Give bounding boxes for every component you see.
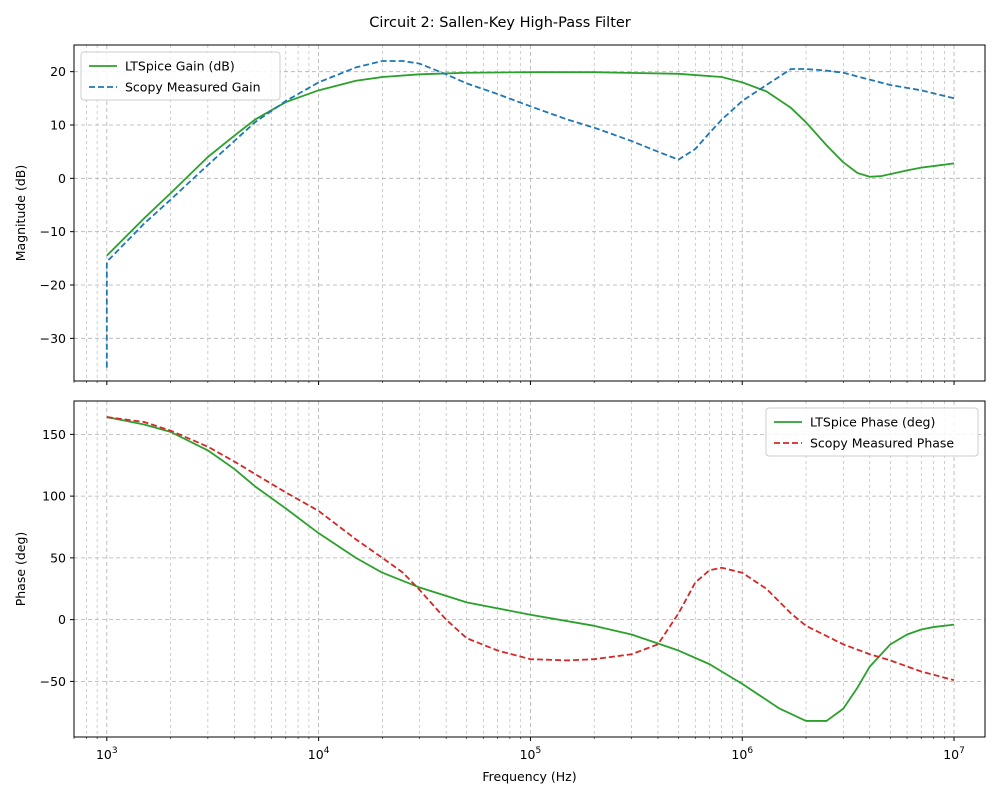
y-axis-label: Phase (deg) [13,532,28,607]
x-tick-label: 105 [520,746,542,762]
legend: LTSpice Gain (dB) Scopy Measured Gain [80,51,281,101]
x-tick-label: 104 [308,746,330,762]
y-tick-label: 10 [50,118,66,133]
legend-label: LTSpice Gain (dB) [125,59,235,74]
y-tick-label: −30 [40,331,66,346]
phase-plot: −50 0 50 100 150 103 104 105 106 107 Phase (deg) Fr… [13,400,986,784]
legend: LTSpice Phase (deg) Scopy Measured Phase [765,407,979,457]
y-tick-label: 100 [42,489,66,504]
y-axis-label: Magnitude (dB) [13,165,28,261]
y-tick-label: −20 [40,278,66,293]
y-tick-label: 150 [42,427,66,442]
grid [73,401,985,737]
y-tick-label: −10 [40,224,66,239]
series-line-1 [106,416,955,682]
y-tick-label: 20 [50,64,66,79]
series-line-1 [105,60,955,368]
x-tick-label: 107 [943,746,965,762]
figure-title: Circuit 2: Sallen-Key High-Pass Filter [369,15,631,31]
x-axis-label: Frequency (Hz) [482,769,576,784]
magnitude-plot: −30 −20 −10 0 10 20 Magnitude (dB) LTSpice Gain… [13,44,986,385]
grid [73,45,985,381]
series-line-0 [106,71,955,257]
y-tick-label: 50 [50,550,66,565]
x-tick-label: 106 [731,746,753,762]
legend-label: LTSpice Phase (deg) [810,415,935,430]
series-group [106,416,955,722]
axes-frame [73,44,986,382]
y-tick-label: 0 [58,612,66,627]
legend-box [765,407,979,457]
y-tick-label: 0 [58,171,66,186]
series-group [105,60,955,368]
legend-label: Scopy Measured Gain [125,80,261,95]
axes-frame [73,400,986,738]
x-tick-label: 103 [96,746,118,762]
y-tick-label: −50 [40,674,66,689]
series-line-0 [106,416,955,722]
legend-label: Scopy Measured Phase [810,436,954,451]
legend-box [80,51,281,101]
